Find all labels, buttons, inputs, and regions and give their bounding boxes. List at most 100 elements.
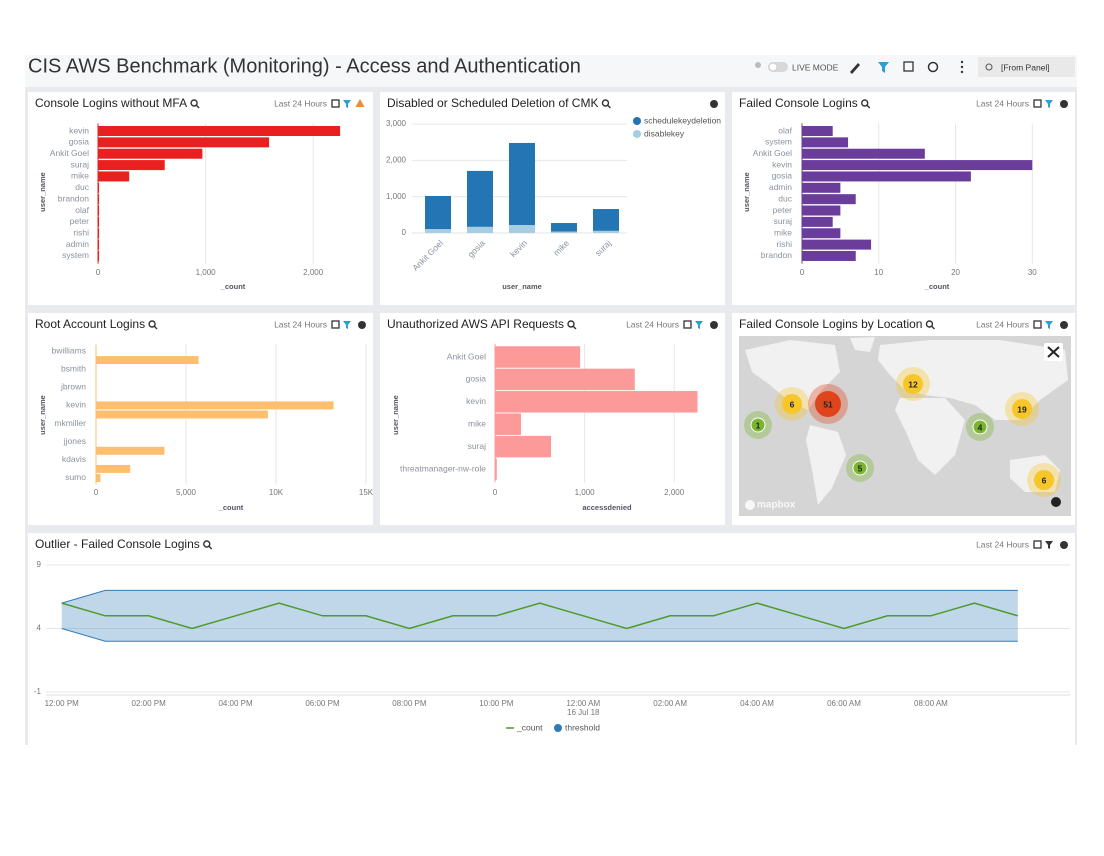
bar [96, 410, 268, 419]
y-tick-label: kevin [69, 125, 89, 135]
y-tick-label: duc [75, 182, 89, 192]
bar [98, 137, 270, 148]
y-tick-label: brandon [761, 250, 792, 260]
info-icon [1060, 541, 1068, 549]
cluster-label: 5 [858, 463, 863, 473]
y-tick-label: 3,000 [386, 119, 407, 128]
cluster[interactable] [972, 419, 988, 435]
search-icon[interactable] [601, 99, 610, 107]
legend-label[interactable]: schedulekeydeletion [644, 115, 721, 125]
y-axis-label: user_name [742, 172, 751, 212]
cluster-label: 6 [790, 399, 795, 409]
panel-background [28, 533, 1075, 745]
y-tick-label: peter [70, 216, 90, 226]
panel-filter-box[interactable] [978, 57, 1075, 77]
copy-icon[interactable] [331, 99, 340, 108]
y-tick-label: bwilliams [52, 345, 86, 355]
bar [98, 216, 100, 227]
x-tick-label: 04:00 AM [740, 699, 774, 708]
y-tick-label: kevin [466, 396, 486, 406]
x-tick-label: 1,000 [196, 268, 217, 277]
copy-icon[interactable] [331, 320, 340, 329]
legend-marker [554, 724, 562, 732]
x-axis-label: _count [220, 282, 246, 291]
filter-icon[interactable] [343, 100, 351, 108]
bar [802, 205, 841, 216]
edit-icon[interactable] [850, 63, 860, 74]
share-icon[interactable] [903, 61, 914, 72]
search-icon[interactable] [861, 99, 869, 107]
cluster[interactable] [750, 417, 766, 433]
y-tick-label: rishi [73, 227, 89, 237]
x-tick-label: 2,000 [303, 268, 324, 277]
time-range: Last 24 Hours [976, 98, 1029, 108]
x-tick-label: 0 [493, 488, 498, 497]
legend-label[interactable]: _count [516, 722, 543, 732]
bar [802, 216, 833, 227]
y-tick-label: mkmiller [54, 418, 86, 428]
y-tick-label: rishi [776, 239, 792, 249]
search-icon[interactable] [567, 320, 575, 328]
filter-icon[interactable] [695, 321, 703, 329]
bar [98, 250, 100, 261]
bar [98, 228, 100, 239]
copy-icon[interactable] [1033, 99, 1042, 108]
y-tick-label: admin [66, 239, 89, 249]
count-line [61, 602, 1019, 630]
bar [495, 435, 551, 458]
panel: Disabled or Scheduled Deletion of CMK 0 1,… [380, 92, 725, 305]
cluster[interactable] [852, 460, 868, 476]
bar [802, 126, 833, 136]
header-bar [25, 55, 1077, 87]
search-icon[interactable] [925, 320, 934, 328]
y-tick-label: brandon [58, 193, 89, 203]
panel-background [28, 313, 373, 525]
panel-title: Root Account Logins [35, 317, 145, 331]
attribution: mapbox [757, 500, 796, 511]
filter-icon[interactable] [1045, 100, 1053, 108]
y-axis-label: user_name [391, 395, 400, 435]
cluster[interactable] [1012, 399, 1032, 419]
legend-label[interactable]: threshold [565, 722, 600, 732]
legend-marker [633, 130, 641, 138]
more-icon[interactable] [960, 60, 964, 64]
copy-icon[interactable] [1033, 540, 1042, 549]
refresh-icon[interactable] [927, 61, 939, 73]
bar-segment [509, 142, 535, 226]
copy-icon[interactable] [683, 320, 692, 329]
search-icon[interactable] [190, 99, 198, 107]
cluster[interactable] [782, 394, 802, 414]
bar-segment [551, 231, 577, 233]
search-icon[interactable] [148, 320, 156, 328]
search-icon[interactable] [203, 540, 211, 548]
y-tick-label: 2,000 [386, 155, 407, 164]
cluster[interactable] [1034, 470, 1054, 490]
dashboard-title: CIS AWS Benchmark (Monitoring) - Access … [28, 55, 581, 77]
legend-label[interactable]: disablekey [644, 128, 685, 138]
bar [98, 239, 100, 250]
x-tick-label: 02:00 AM [653, 699, 687, 708]
bar-segment [467, 226, 493, 233]
search-icon-handle [606, 104, 611, 109]
filter-icon[interactable] [878, 62, 889, 73]
y-tick-label: gosia [772, 171, 793, 181]
y-tick-label: suraj [468, 441, 487, 451]
y-tick-label: threatmanager-nw-role [400, 463, 486, 473]
search-icon-handle [153, 325, 158, 330]
filter-icon[interactable] [1045, 541, 1053, 549]
cluster[interactable] [815, 391, 841, 417]
filter-icon[interactable] [1045, 321, 1053, 329]
copy-icon[interactable] [1033, 320, 1042, 329]
panel: Unauthorized AWS API Requests Last 24 Hou… [380, 313, 725, 525]
bar-segment [425, 195, 451, 230]
info-icon [1060, 321, 1068, 329]
cluster-label: 12 [908, 379, 918, 389]
time-range: Last 24 Hours [976, 539, 1029, 549]
attribution-logo [745, 500, 755, 510]
cluster[interactable] [903, 374, 923, 394]
filter-icon[interactable] [343, 321, 351, 329]
map-land [745, 340, 840, 410]
y-tick-label: -1 [34, 687, 42, 696]
info-icon [1051, 497, 1061, 507]
